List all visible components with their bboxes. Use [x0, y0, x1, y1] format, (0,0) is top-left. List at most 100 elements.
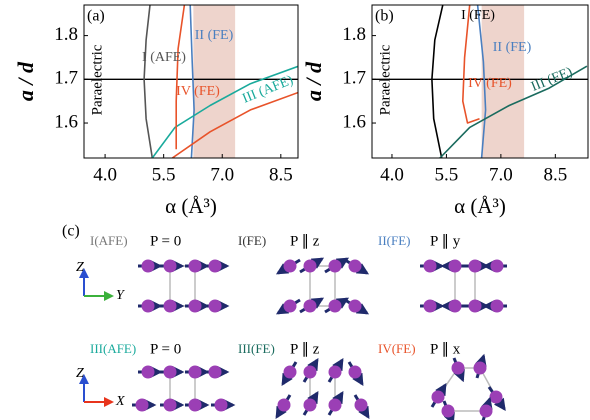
structure — [430, 353, 506, 420]
atom — [141, 259, 155, 273]
atom — [354, 398, 368, 412]
plot-area — [84, 5, 298, 158]
y-tick-label: 1.7 — [54, 68, 78, 89]
curve-label: I (FE) — [461, 8, 495, 23]
curve — [171, 5, 298, 158]
atom — [141, 299, 155, 313]
phase-label: IV(FE) — [378, 341, 416, 356]
atom — [468, 299, 482, 313]
x-tick-label: 8.5 — [543, 164, 567, 185]
polarization-label: P ∥ z — [290, 233, 320, 249]
plot-frame — [371, 4, 589, 159]
curve — [476, 5, 487, 158]
atom — [473, 361, 487, 375]
atom — [303, 299, 317, 313]
atom — [188, 299, 202, 313]
atom — [283, 365, 297, 379]
curve-label: II (FE) — [493, 40, 532, 55]
atom — [303, 365, 317, 379]
curve-label: II (FE) — [195, 28, 234, 43]
polarization-label: P = 0 — [150, 341, 181, 357]
y-tick-label: 1.6 — [342, 111, 366, 132]
x-tick-label: 5.5 — [435, 164, 459, 185]
atom — [163, 299, 177, 313]
panel-label: (a) — [87, 8, 105, 25]
atom — [448, 299, 462, 313]
atom — [283, 259, 297, 273]
y-tick-label: 1.8 — [54, 24, 78, 45]
atom — [188, 365, 202, 379]
phase-label: III(AFE) — [90, 341, 136, 356]
atom — [303, 398, 317, 412]
plot-area — [372, 5, 588, 158]
atom — [423, 259, 437, 273]
y-tick-label: 1.6 — [54, 111, 78, 132]
polarization-label: P ∥ y — [430, 233, 461, 249]
x-axis-title: α (Å³) — [454, 194, 506, 218]
structure — [275, 257, 370, 315]
atom — [489, 390, 503, 404]
atom — [468, 259, 482, 273]
curve — [151, 65, 298, 158]
panel-label: (b) — [375, 8, 394, 25]
atom — [348, 259, 362, 273]
polarization-label: P ∥ z — [290, 341, 320, 357]
x-tick-label: 4.0 — [380, 164, 404, 185]
y-axis-title: a / d — [13, 61, 38, 101]
axis-label: X — [115, 394, 125, 409]
atom — [490, 299, 504, 313]
phase-label: III(FE) — [238, 341, 275, 356]
structure — [420, 259, 507, 313]
x-tick-label: 7.0 — [210, 164, 234, 185]
curve — [143, 5, 154, 158]
shaded-region — [481, 5, 525, 158]
atom — [208, 299, 222, 313]
atom — [188, 398, 202, 412]
x-tick-label: 8.5 — [269, 164, 293, 185]
atom — [328, 398, 342, 412]
atom — [208, 365, 222, 379]
atom — [188, 259, 202, 273]
atom — [490, 259, 504, 273]
atom — [441, 404, 455, 418]
atom — [135, 398, 149, 412]
y-tick-label: 1.8 — [342, 24, 366, 45]
y-tick-label: 1.7 — [342, 68, 366, 89]
atom — [163, 398, 177, 412]
atom — [277, 398, 291, 412]
panel-label: (c) — [62, 223, 80, 240]
atom — [163, 259, 177, 273]
atom — [448, 259, 462, 273]
structure — [138, 259, 230, 313]
curve-label: IV (FE) — [468, 76, 512, 91]
region-label: Paraelectric — [377, 44, 393, 115]
atom — [328, 259, 342, 273]
structure — [275, 357, 370, 420]
curve — [439, 65, 588, 158]
curve-label: I (AFE) — [142, 50, 186, 65]
atom — [451, 361, 465, 375]
shaded-region — [193, 5, 236, 158]
atom — [431, 390, 445, 404]
atom — [348, 299, 362, 313]
plot-frame — [83, 4, 299, 159]
curve-label: III (FE) — [529, 65, 575, 95]
bond — [437, 367, 497, 398]
atom — [303, 259, 317, 273]
axis-label: Z — [76, 260, 84, 275]
curve — [462, 5, 480, 124]
atom — [479, 404, 493, 418]
atom — [423, 299, 437, 313]
atom — [141, 365, 155, 379]
phase-label: I(AFE) — [90, 233, 128, 248]
atom — [214, 398, 228, 412]
polarization-label: P ∥ x — [430, 341, 461, 357]
atom — [348, 365, 362, 379]
x-axis-title: α (Å³) — [165, 194, 217, 218]
axis-label: Z — [76, 366, 84, 381]
y-axis-title: a / d — [301, 61, 326, 101]
curve — [431, 5, 444, 158]
atom — [283, 299, 297, 313]
axis-label: Y — [116, 288, 126, 303]
